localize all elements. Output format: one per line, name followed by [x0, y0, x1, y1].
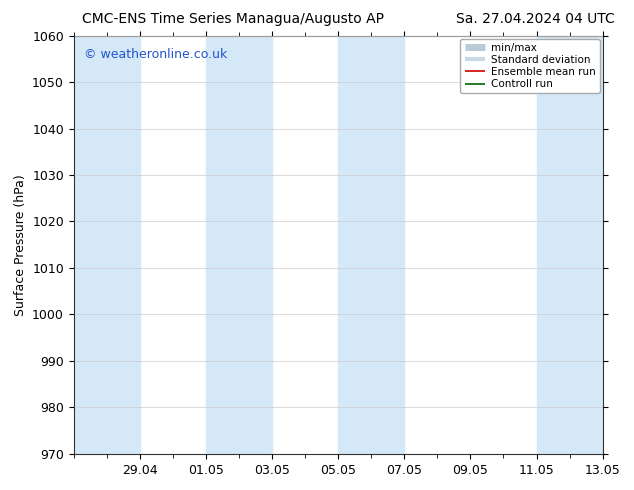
- Bar: [536, 36, 603, 454]
- Y-axis label: Surface Pressure (hPa): Surface Pressure (hPa): [13, 174, 27, 316]
- Text: CMC-ENS Time Series Managua/Augusto AP: CMC-ENS Time Series Managua/Augusto AP: [82, 12, 384, 26]
- Text: Sa. 27.04.2024 04 UTC: Sa. 27.04.2024 04 UTC: [456, 12, 615, 26]
- Bar: [338, 36, 404, 454]
- Bar: [74, 36, 139, 454]
- Text: © weatheronline.co.uk: © weatheronline.co.uk: [84, 48, 228, 61]
- Legend: min/max, Standard deviation, Ensemble mean run, Controll run: min/max, Standard deviation, Ensemble me…: [460, 39, 600, 94]
- Bar: [206, 36, 272, 454]
